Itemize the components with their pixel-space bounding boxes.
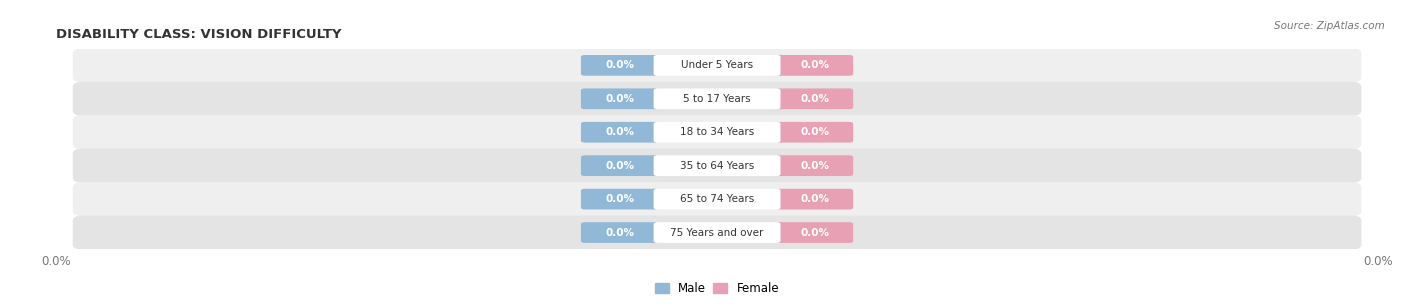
FancyBboxPatch shape xyxy=(581,222,658,243)
Text: 0.0%: 0.0% xyxy=(605,60,634,70)
Text: 0.0%: 0.0% xyxy=(800,194,830,204)
FancyBboxPatch shape xyxy=(73,216,1361,250)
FancyBboxPatch shape xyxy=(776,189,853,209)
FancyBboxPatch shape xyxy=(581,55,658,76)
FancyBboxPatch shape xyxy=(776,222,853,243)
FancyBboxPatch shape xyxy=(776,88,853,109)
Text: 35 to 64 Years: 35 to 64 Years xyxy=(681,161,754,171)
Text: 75 Years and over: 75 Years and over xyxy=(671,228,763,237)
Text: 0.0%: 0.0% xyxy=(800,228,830,237)
FancyBboxPatch shape xyxy=(73,115,1361,149)
Text: 0.0%: 0.0% xyxy=(800,60,830,70)
Text: Under 5 Years: Under 5 Years xyxy=(681,60,754,70)
Text: 0.0%: 0.0% xyxy=(605,228,634,237)
FancyBboxPatch shape xyxy=(654,122,780,143)
FancyBboxPatch shape xyxy=(73,48,1361,82)
Text: 0.0%: 0.0% xyxy=(800,94,830,104)
Text: 5 to 17 Years: 5 to 17 Years xyxy=(683,94,751,104)
FancyBboxPatch shape xyxy=(73,149,1361,183)
Text: 18 to 34 Years: 18 to 34 Years xyxy=(681,127,754,137)
FancyBboxPatch shape xyxy=(654,55,780,76)
Text: 0.0%: 0.0% xyxy=(605,194,634,204)
FancyBboxPatch shape xyxy=(581,88,658,109)
Legend: Male, Female: Male, Female xyxy=(650,277,785,299)
FancyBboxPatch shape xyxy=(581,189,658,209)
Text: Source: ZipAtlas.com: Source: ZipAtlas.com xyxy=(1274,21,1385,31)
FancyBboxPatch shape xyxy=(776,155,853,176)
Text: 0.0%: 0.0% xyxy=(605,127,634,137)
Text: 0.0%: 0.0% xyxy=(800,127,830,137)
FancyBboxPatch shape xyxy=(73,182,1361,216)
Text: DISABILITY CLASS: VISION DIFFICULTY: DISABILITY CLASS: VISION DIFFICULTY xyxy=(56,28,342,40)
FancyBboxPatch shape xyxy=(654,88,780,109)
FancyBboxPatch shape xyxy=(73,82,1361,116)
FancyBboxPatch shape xyxy=(654,189,780,209)
FancyBboxPatch shape xyxy=(654,155,780,176)
FancyBboxPatch shape xyxy=(654,222,780,243)
FancyBboxPatch shape xyxy=(581,122,658,143)
Text: 65 to 74 Years: 65 to 74 Years xyxy=(681,194,754,204)
Text: 0.0%: 0.0% xyxy=(605,94,634,104)
FancyBboxPatch shape xyxy=(776,55,853,76)
Text: 0.0%: 0.0% xyxy=(800,161,830,171)
FancyBboxPatch shape xyxy=(581,155,658,176)
FancyBboxPatch shape xyxy=(776,122,853,143)
Text: 0.0%: 0.0% xyxy=(605,161,634,171)
